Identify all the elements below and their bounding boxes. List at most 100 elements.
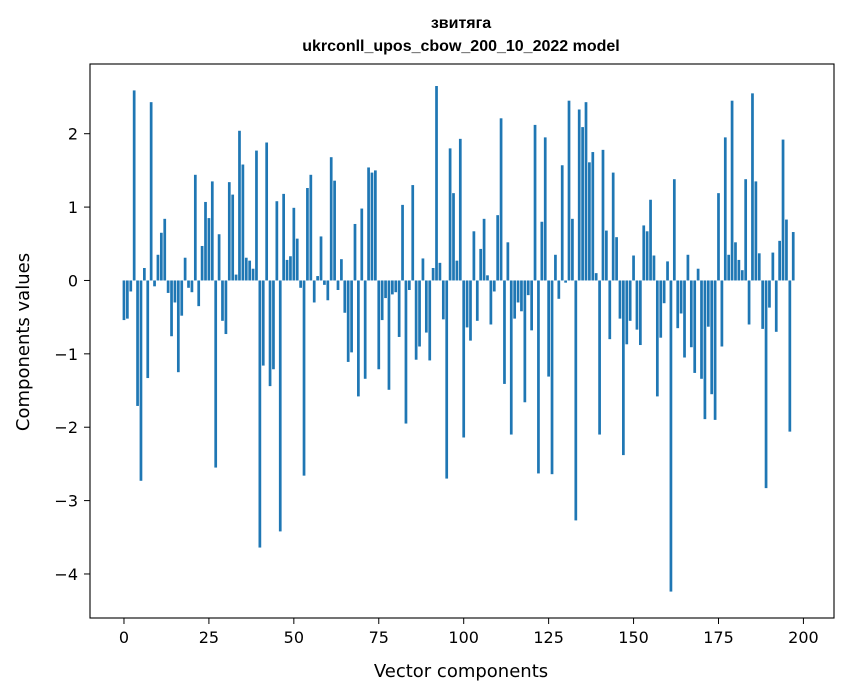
bar xyxy=(122,280,126,321)
bar xyxy=(292,207,296,281)
bar xyxy=(238,130,241,281)
bar xyxy=(462,280,466,438)
bar xyxy=(166,280,170,293)
bar xyxy=(591,152,595,281)
bar xyxy=(686,254,690,281)
bar xyxy=(391,280,394,295)
bar xyxy=(126,280,129,319)
bar xyxy=(526,280,530,296)
bar xyxy=(343,280,347,313)
bar xyxy=(255,150,258,281)
bar xyxy=(764,280,768,489)
bar xyxy=(221,280,224,321)
bar xyxy=(435,86,438,281)
bar xyxy=(204,201,207,281)
bar xyxy=(622,280,625,456)
bar xyxy=(717,193,720,281)
bar xyxy=(635,280,639,330)
x-tick-label: 75 xyxy=(369,628,389,647)
bar xyxy=(601,149,605,281)
bar xyxy=(139,280,143,481)
y-tick-label: 0 xyxy=(68,271,78,290)
bar xyxy=(720,280,724,347)
bar xyxy=(285,259,289,281)
plot-frame xyxy=(89,63,835,619)
bar xyxy=(227,182,231,281)
bar xyxy=(662,280,666,304)
bar xyxy=(625,280,629,345)
bar xyxy=(642,225,646,281)
bar xyxy=(350,280,353,353)
bar xyxy=(374,170,377,281)
bar xyxy=(744,179,748,281)
bar xyxy=(452,193,455,281)
bar xyxy=(516,280,520,303)
bar xyxy=(520,280,523,312)
bar xyxy=(581,127,584,281)
bar xyxy=(159,232,163,281)
bar xyxy=(278,280,282,532)
bar xyxy=(384,280,387,299)
bar xyxy=(513,280,517,319)
bar xyxy=(445,280,449,479)
bar xyxy=(197,280,201,307)
bar xyxy=(340,259,343,281)
bar xyxy=(659,280,663,338)
bar xyxy=(200,245,204,281)
bar xyxy=(649,199,652,281)
bar xyxy=(543,137,547,281)
bar xyxy=(605,230,608,281)
bar xyxy=(791,232,795,281)
x-axis-ticks: 0 25 50 75 100 125 150 175 200 xyxy=(119,618,819,647)
bar xyxy=(693,280,697,373)
bar xyxy=(588,162,591,281)
bar xyxy=(183,257,187,281)
bar xyxy=(628,280,632,321)
bar xyxy=(329,157,333,281)
bar xyxy=(156,254,160,281)
x-tick-label: 200 xyxy=(788,628,819,647)
bar xyxy=(564,280,567,283)
bar xyxy=(149,102,153,281)
bar xyxy=(571,218,574,281)
bar xyxy=(217,234,221,281)
bar xyxy=(129,280,133,292)
y-tick-label: −1 xyxy=(54,345,78,364)
bar xyxy=(700,280,703,379)
y-tick-label: 2 xyxy=(68,125,78,144)
bar xyxy=(713,280,717,420)
bar xyxy=(530,280,533,331)
bar xyxy=(173,280,177,303)
y-tick-label: 1 xyxy=(68,198,78,217)
bar xyxy=(761,280,765,329)
bar xyxy=(326,280,330,301)
bar xyxy=(632,255,635,281)
bar xyxy=(428,280,432,361)
bar xyxy=(734,242,737,281)
bar xyxy=(492,280,496,292)
bar xyxy=(190,280,194,293)
bar xyxy=(679,280,683,314)
bar xyxy=(265,142,269,281)
x-tick-label: 0 xyxy=(119,628,129,647)
bar xyxy=(411,185,415,281)
bar xyxy=(248,260,252,281)
bar xyxy=(683,280,686,358)
bar xyxy=(407,280,411,290)
bar xyxy=(723,137,727,281)
x-tick-label: 50 xyxy=(284,628,304,647)
y-tick-label: −3 xyxy=(54,492,78,511)
bar xyxy=(231,194,235,281)
bar xyxy=(299,280,302,288)
bar xyxy=(455,260,459,281)
bar xyxy=(710,280,714,395)
bar xyxy=(584,102,588,281)
bar xyxy=(323,280,326,285)
bar xyxy=(554,254,557,281)
bar xyxy=(214,280,218,468)
chart-title: звитяга xyxy=(431,15,491,32)
bar xyxy=(486,275,489,281)
bar xyxy=(258,280,262,548)
bar xyxy=(788,280,792,432)
bar xyxy=(251,268,255,281)
